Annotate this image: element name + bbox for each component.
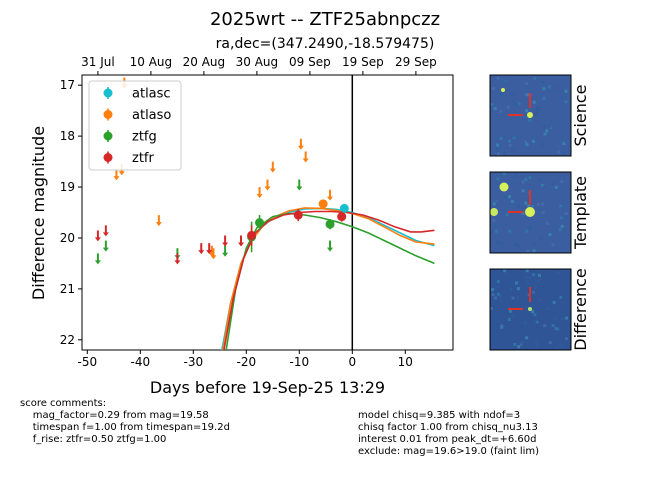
fit-curve-ztfg [225,212,435,350]
top-tick-label: 20 Aug [183,55,226,69]
detection-atlasc [339,203,349,213]
top-tick-label: 10 Aug [130,55,173,69]
stamp-frame [489,74,572,157]
source-blob [527,112,533,118]
x-axis-label: Days before 19-Sep-25 13:29 [150,378,385,397]
stamp-label: Difference [571,268,590,350]
stamp-frame [489,171,572,254]
upper-limit-atlaso [327,189,334,201]
y-axis-label: Difference magnitude [29,126,48,300]
upper-limit-ztfg [222,245,229,257]
upper-limit-ztfr [174,253,181,265]
y-tick-label: 21 [60,282,75,296]
upper-limit-ztfg [327,240,334,252]
upper-limit-atlaso [256,187,263,199]
legend-label: ztfg [132,130,157,145]
model-comments: model chisq=9.385 with ndof=3 chisq fact… [358,410,540,457]
source-blob [525,207,535,217]
chart-title: 2025wrt -- ZTF25abnpczz [210,9,440,30]
legend: atlasc atlaso ztfg ztfr [88,80,182,171]
plot-marks [94,75,435,350]
upper-limit-atlaso [264,179,271,191]
stamp-science: Science [489,74,590,157]
field-star [499,182,509,192]
upper-limit-ztfg [296,179,303,191]
x-tick-label: -20 [236,355,256,369]
legend-item-ztfr: ztfr [103,151,154,166]
legend-item-atlasc: atlasc [103,87,171,102]
upper-limit-ztfr [94,230,101,242]
x-tick-label: -50 [77,355,97,369]
upper-limit-atlaso [302,151,309,163]
detection-ztfr [293,208,303,222]
upper-limit-atlaso [210,248,217,260]
top-tick-label: 29 Sep [395,55,437,69]
top-tick-label: 19 Sep [342,55,384,69]
upper-limit-ztfr [198,243,205,255]
field-star [490,208,498,216]
detection-ztfr [337,211,347,222]
upper-limit-ztfg [94,253,101,265]
legend-label: atlaso [132,108,171,123]
plot-area: -50 -40 -30 -20 -10 0 10 17 18 19 20 21 22 31 Jul 10 A… [60,55,454,369]
chart-subtitle: ra,dec=(347.2490,-18.579475) [216,36,435,52]
score-comments: score comments: mag_factor=0.29 from mag… [20,398,230,445]
upper-limit-ztfg [102,240,109,252]
legend-item-ztfg: ztfg [103,130,157,145]
upper-limit-atlaso [113,169,120,181]
field-star [501,88,505,92]
legend-item-atlaso: atlaso [103,108,171,123]
image-stamps: Science Template Difference [489,74,590,351]
upper-limit-atlaso [269,161,276,173]
stamp-label: Science [571,84,590,146]
fit-curve-ztfr [223,210,435,350]
y-tick-label: 17 [60,78,75,92]
y-tick-label: 20 [60,231,75,245]
top-tick-label: 09 Sep [289,55,331,69]
legend-box [88,80,182,171]
upper-limit-ztfr [222,235,229,247]
x-tick-label: 10 [398,355,413,369]
top-tick-label: 30 Aug [236,55,279,69]
stamp-label: Template [571,176,590,250]
stamp-difference: Difference [489,268,590,351]
source-blob [528,307,532,311]
axes-frame [81,74,454,351]
detection-ztfg [325,219,335,230]
x-tick-label: -40 [130,355,150,369]
legend-label: ztfr [132,151,154,166]
y-tick-label: 19 [60,180,75,194]
upper-limit-atlaso [155,215,162,227]
stamp-template: Template [489,171,590,254]
x-tick-label: -10 [289,355,309,369]
detection-ztfr [247,225,257,246]
upper-limit-ztfr [206,243,213,255]
detection-atlaso [318,199,328,209]
x-tick-label: 0 [348,355,356,369]
y-tick-label: 22 [60,333,75,347]
upper-limit-ztfr [102,225,109,237]
upper-limit-atlaso [297,138,304,150]
upper-limit-ztfr [238,235,244,247]
legend-label: atlasc [132,87,171,102]
x-tick-label: -30 [183,355,203,369]
stamp-frame [489,268,572,351]
detection-ztfg [255,215,265,231]
y-tick-label: 18 [60,129,75,143]
top-tick-label: 31 Jul [81,55,115,69]
